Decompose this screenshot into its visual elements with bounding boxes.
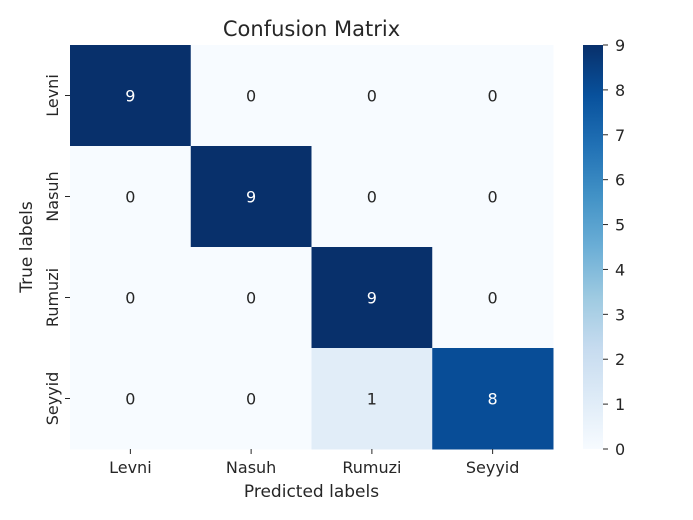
cell-annotation: 9 [367,289,377,308]
colorbar-tick-label: 8 [615,81,625,100]
cell-annotation: 0 [125,188,135,207]
y-tick-label: Nasuh [43,171,62,221]
cell-annotation: 0 [367,188,377,207]
colorbar-tick-label: 6 [615,171,625,190]
chart-title: Confusion Matrix [223,17,400,41]
x-tick-label: Rumuzi [342,458,401,477]
cell-annotation: 9 [125,87,135,106]
colorbar-tick-label: 5 [615,216,625,235]
cell-annotation: 1 [367,390,377,409]
x-tick-label: Nasuh [226,458,276,477]
colorbar-ticks: 0 1 2 3 4 5 6 7 8 9 [603,36,625,459]
cell-annotation: 8 [488,390,498,409]
x-tick-label: Levni [109,458,152,477]
heatmap-cell-seyyid-rumuzi [311,348,433,450]
colorbar-tick-label: 2 [615,350,625,369]
heatmap-cell-nasuh-nasuh [190,146,312,248]
cell-annotation: 0 [488,289,498,308]
cell-annotation: 0 [246,390,256,409]
y-tick-label: Rumuzi [43,268,62,327]
y-tick-label: Levni [43,74,62,117]
heatmap-cell-rumuzi-rumuzi [311,247,433,349]
heatmap-cell-seyyid-seyyid [432,348,554,450]
colorbar-tick-label: 7 [615,126,625,145]
cell-annotation: 0 [488,188,498,207]
y-axis-ticks: Levni Nasuh Rumuzi Seyyid [43,74,70,425]
cell-annotation: 0 [125,390,135,409]
heatmap-cell-nasuh-levni [70,146,192,248]
heatmap-cell-nasuh-rumuzi [311,146,433,248]
cell-annotation: 0 [488,87,498,106]
cell-annotation: 0 [246,87,256,106]
y-axis-label: True labels [17,201,37,294]
x-axis-label: Predicted labels [244,482,379,502]
heatmap-cell-seyyid-nasuh [190,348,312,450]
heatmap-cell-rumuzi-seyyid [432,247,554,349]
colorbar-tick-label: 1 [615,395,625,414]
x-axis-ticks: Levni Nasuh Rumuzi Seyyid [109,449,519,477]
heatmap-cell-levni-seyyid [432,45,554,147]
x-tick-label: Seyyid [466,458,520,477]
heatmap-cell-levni-nasuh [190,45,312,147]
cell-annotation: 0 [125,289,135,308]
cell-annotation: 9 [246,188,256,207]
colorbar-tick-label: 9 [615,36,625,55]
y-tick-label: Seyyid [43,372,62,426]
heatmap-cell-levni-levni [70,45,192,147]
colorbar-tick-label: 0 [615,440,625,459]
heatmap-annotations: 9 0 0 0 0 9 0 0 0 0 9 0 0 0 1 8 [125,87,497,409]
colorbar-tick-label: 3 [615,305,625,324]
heatmap-cell-rumuzi-nasuh [190,247,312,349]
heatmap-cell-nasuh-seyyid [432,146,554,248]
heatmap-cell-levni-rumuzi [311,45,433,147]
colorbar [583,45,603,449]
heatmap-cell-rumuzi-levni [70,247,192,349]
heatmap-cells [70,45,554,450]
cell-annotation: 0 [367,87,377,106]
heatmap-cell-seyyid-levni [70,348,192,450]
colorbar-tick-label: 4 [615,260,625,279]
cell-annotation: 0 [246,289,256,308]
